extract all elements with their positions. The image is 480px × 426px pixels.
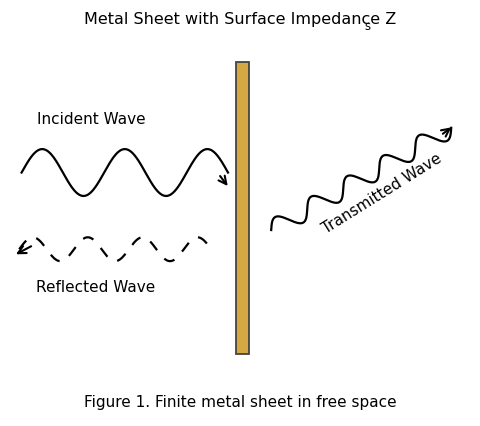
- Text: Figure 1. Finite metal sheet in free space: Figure 1. Finite metal sheet in free spa…: [84, 395, 396, 410]
- Text: Transmitted Wave: Transmitted Wave: [319, 151, 444, 237]
- Text: Metal Sheet with Surface Impedance Z: Metal Sheet with Surface Impedance Z: [84, 12, 396, 27]
- Text: s: s: [364, 20, 370, 33]
- Text: Reflected Wave: Reflected Wave: [36, 280, 156, 295]
- Text: Incident Wave: Incident Wave: [37, 112, 145, 127]
- Bar: [236, 62, 249, 354]
